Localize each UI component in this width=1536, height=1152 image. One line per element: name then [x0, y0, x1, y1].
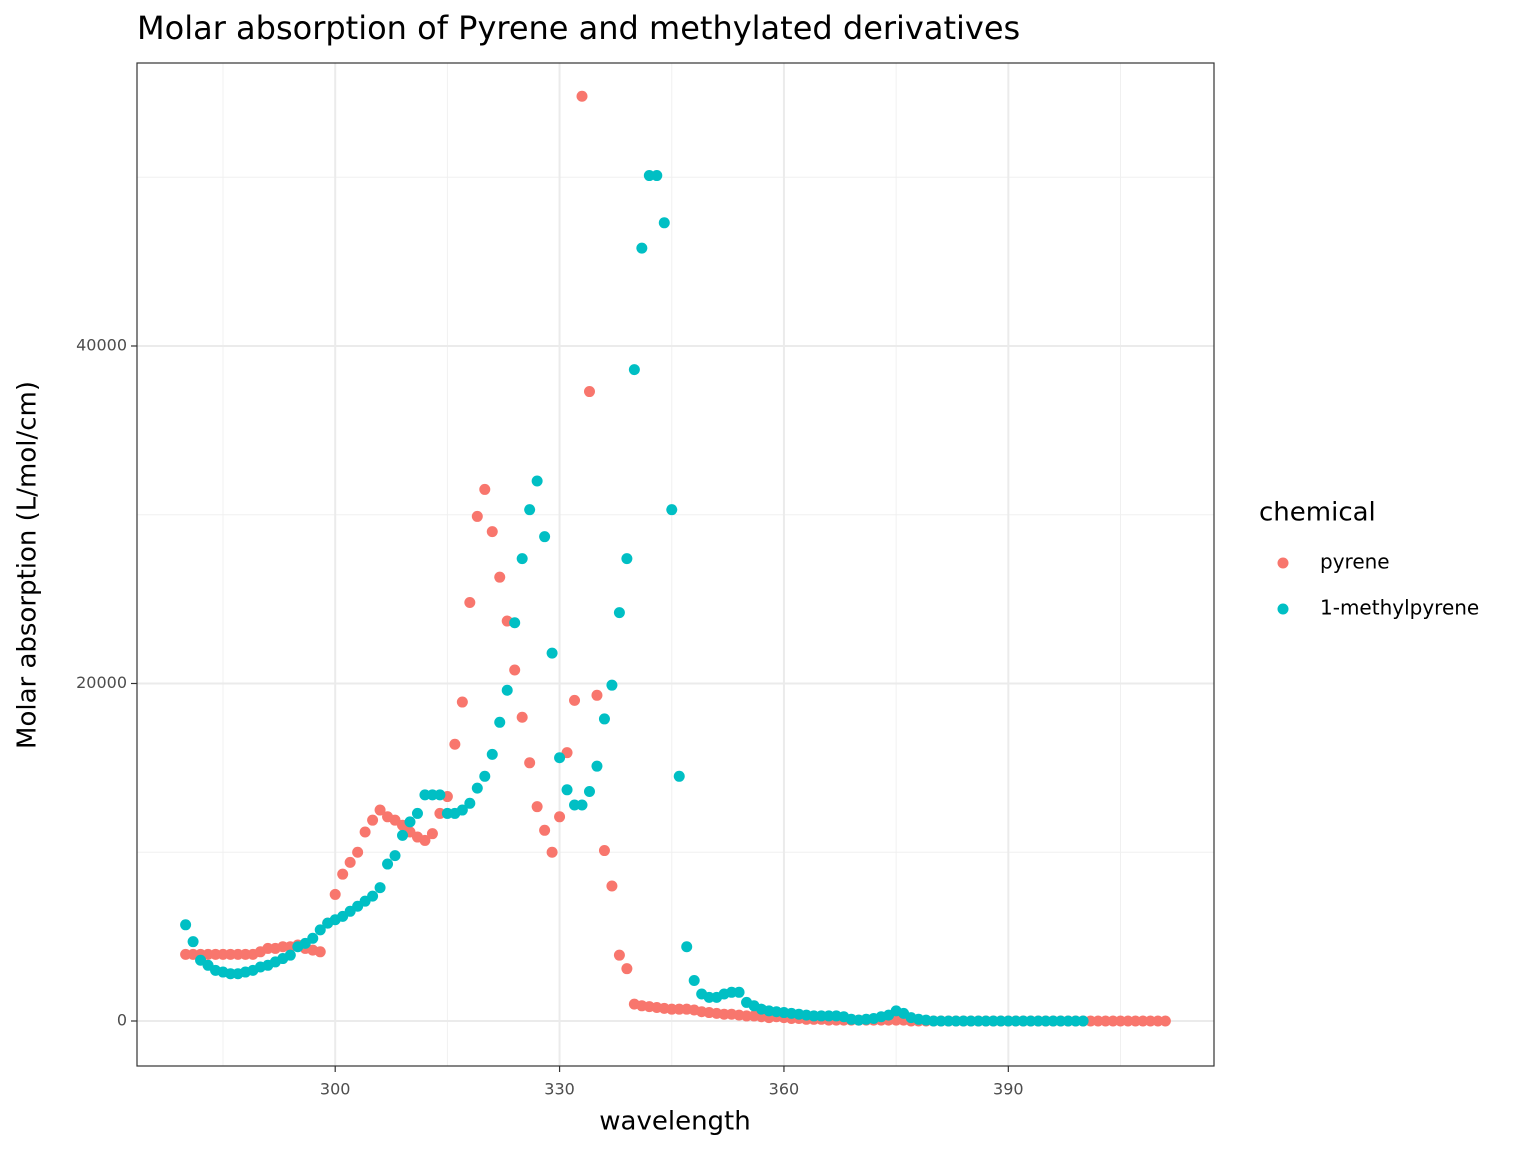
panel-border — [136, 62, 1215, 1067]
point — [576, 90, 588, 102]
point — [307, 932, 319, 944]
point — [621, 963, 633, 975]
point — [598, 713, 610, 725]
legend-title: chemical — [1259, 498, 1376, 528]
point — [546, 846, 558, 858]
point — [314, 924, 326, 936]
point — [411, 807, 423, 819]
legend-label: 1-methylpyrene — [1320, 596, 1479, 620]
point — [569, 694, 581, 706]
x-tick-label: 360 — [769, 1080, 800, 1099]
point — [509, 617, 521, 629]
point — [531, 475, 543, 487]
point — [666, 504, 678, 516]
point — [516, 711, 528, 723]
point — [524, 504, 536, 516]
x-tick-label: 390 — [993, 1080, 1024, 1099]
point — [688, 974, 700, 986]
y-tick-label: 20000 — [76, 673, 127, 692]
chart-title: Molar absorption of Pyrene and methylate… — [137, 9, 1020, 47]
point — [531, 801, 543, 813]
point — [1077, 1015, 1089, 1027]
point — [494, 716, 506, 728]
point — [583, 785, 595, 797]
y-tick-label: 40000 — [76, 335, 127, 354]
point — [314, 946, 326, 958]
point — [404, 816, 416, 828]
point — [486, 526, 498, 538]
point — [554, 811, 566, 823]
y-axis-label: Molar absorption (L/mol/cm) — [13, 381, 43, 749]
point — [367, 890, 379, 902]
point — [1159, 1015, 1171, 1027]
point — [613, 949, 625, 961]
point — [456, 804, 468, 816]
point — [382, 858, 394, 870]
point — [464, 797, 476, 809]
point — [419, 834, 431, 846]
point — [516, 553, 528, 565]
point — [329, 888, 341, 900]
x-tick-label: 330 — [544, 1080, 575, 1099]
point — [479, 770, 491, 782]
point — [591, 689, 603, 701]
point — [501, 684, 513, 696]
point — [606, 679, 618, 691]
point — [733, 986, 745, 998]
point — [561, 784, 573, 796]
legend-marker — [1277, 557, 1289, 569]
y-tick-label: 0 — [117, 1010, 127, 1029]
point — [471, 782, 483, 794]
x-tick-label: 300 — [320, 1080, 351, 1099]
point — [636, 242, 648, 254]
point — [456, 696, 468, 708]
point — [464, 596, 476, 608]
point — [374, 882, 386, 894]
point — [681, 941, 693, 953]
point — [509, 664, 521, 676]
legend-marker — [1277, 603, 1289, 615]
point — [591, 760, 603, 772]
point — [187, 936, 199, 948]
point — [554, 752, 566, 764]
point — [471, 510, 483, 522]
point — [434, 789, 446, 801]
point — [539, 824, 551, 836]
point — [658, 217, 670, 229]
point — [583, 386, 595, 398]
point — [344, 856, 356, 868]
point — [524, 757, 536, 769]
point — [539, 531, 551, 543]
point — [546, 647, 558, 659]
point — [374, 804, 386, 816]
point — [576, 799, 588, 811]
x-axis-label: wavelength — [599, 1107, 750, 1137]
point — [426, 828, 438, 840]
point — [651, 170, 663, 182]
point — [397, 829, 409, 841]
point — [673, 770, 685, 782]
point — [180, 919, 192, 931]
legend-label: pyrene — [1320, 550, 1390, 574]
point — [284, 949, 296, 961]
point — [367, 814, 379, 826]
point — [389, 850, 401, 862]
point — [337, 868, 349, 880]
point — [352, 846, 364, 858]
point — [598, 845, 610, 857]
point — [449, 738, 461, 750]
point — [494, 571, 506, 583]
point — [613, 607, 625, 619]
point — [628, 364, 640, 376]
point — [486, 748, 498, 760]
point — [359, 826, 371, 838]
point — [621, 553, 633, 565]
point — [479, 483, 491, 495]
point — [606, 880, 618, 892]
